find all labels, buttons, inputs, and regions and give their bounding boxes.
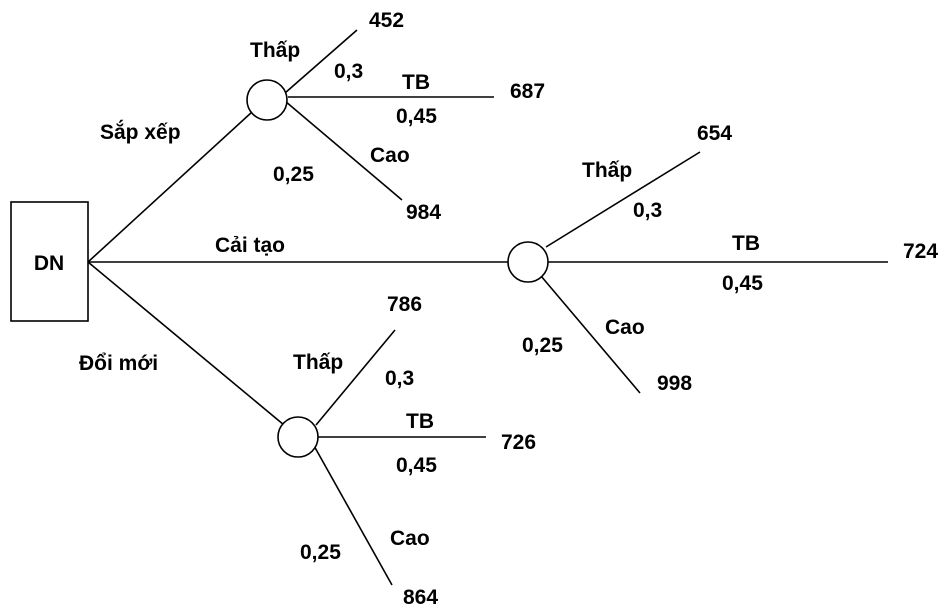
- state-label-cai-tao-cao: Cao: [605, 316, 645, 339]
- state-label-doi-moi-thap: Thấp: [293, 351, 343, 374]
- edge-cai-tao-thap: [545, 151, 701, 248]
- prob-label-cai-tao-cao: 0,25: [522, 334, 563, 357]
- prob-label-sap-xep-tb: 0,45: [396, 105, 437, 128]
- value-label-cai-tao-tb: 724: [903, 240, 938, 263]
- edge-doi-moi-thap: [315, 329, 396, 426]
- state-label-cai-tao-tb: TB: [732, 232, 760, 255]
- prob-label-cai-tao-thap: 0,3: [633, 199, 662, 222]
- prob-label-doi-moi-thap: 0,3: [385, 367, 414, 390]
- value-label-doi-moi-cao: 864: [403, 586, 438, 609]
- decision-label-sap-xep: Sắp xếp: [100, 120, 181, 144]
- decision-label-doi-moi: Đổi mới: [79, 352, 158, 375]
- state-label-sap-xep-thap: Thấp: [250, 39, 300, 62]
- state-label-doi-moi-tb: TB: [406, 410, 434, 433]
- value-label-sap-xep-tb: 687: [510, 80, 545, 103]
- root-label: DN: [34, 252, 64, 275]
- value-label-sap-xep-cao: 984: [406, 201, 441, 224]
- edge-cai-tao-cao: [540, 275, 641, 394]
- value-label-cai-tao-thap: 654: [697, 122, 732, 145]
- edge-root-to-doi-moi: [87, 261, 285, 426]
- value-label-cai-tao-cao: 998: [657, 372, 692, 395]
- edge-sap-xep-thap: [284, 29, 358, 94]
- edge-root-to-sap-xep: [87, 111, 253, 263]
- prob-label-sap-xep-cao: 0,25: [273, 163, 314, 186]
- value-label-doi-moi-thap: 786: [387, 293, 422, 316]
- edge-doi-moi-cao: [312, 443, 393, 586]
- state-label-sap-xep-tb: TB: [402, 71, 430, 94]
- edge-sap-xep-cao: [284, 100, 403, 201]
- prob-label-cai-tao-tb: 0,45: [722, 272, 763, 295]
- state-label-cai-tao-thap: Thấp: [582, 159, 632, 182]
- root-decision-node: [10, 201, 89, 322]
- value-label-sap-xep-thap: 452: [369, 9, 404, 32]
- prob-label-doi-moi-cao: 0,25: [300, 541, 341, 564]
- state-label-sap-xep-cao: Cao: [370, 144, 410, 167]
- chance-node-sap-xep: [246, 79, 288, 121]
- prob-label-doi-moi-tb: 0,45: [396, 454, 437, 477]
- value-label-doi-moi-tb: 726: [501, 431, 536, 454]
- chance-node-cai-tao: [507, 241, 549, 283]
- state-label-doi-moi-cao: Cao: [390, 527, 430, 550]
- decision-label-cai-tao: Cải tạo: [215, 234, 285, 257]
- chance-node-doi-moi: [277, 416, 319, 458]
- prob-label-sap-xep-thap: 0,3: [334, 60, 363, 83]
